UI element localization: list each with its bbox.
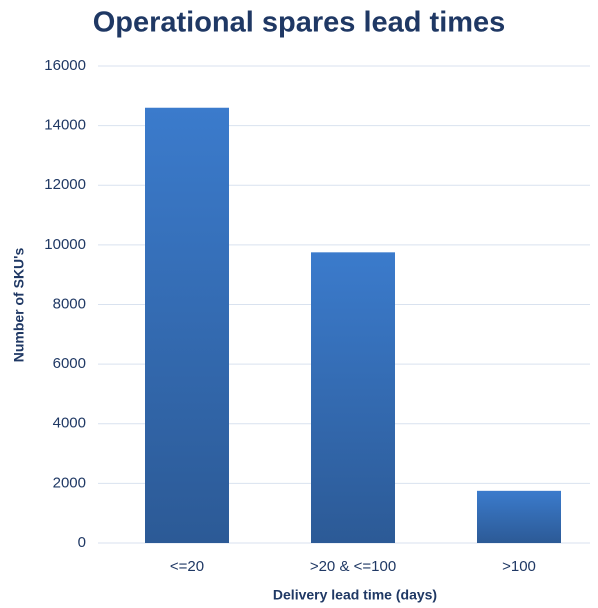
chart-title: Operational spares lead times xyxy=(93,7,506,39)
y-axis-label: Number of SKU's xyxy=(11,248,27,363)
x-tick-label: >20 & <=100 xyxy=(310,558,396,575)
x-axis-label: Delivery lead time (days) xyxy=(273,587,437,603)
y-tick-label: 6000 xyxy=(53,355,86,372)
bar xyxy=(311,252,395,543)
y-tick-label: 8000 xyxy=(53,295,86,312)
y-tick-label: 12000 xyxy=(44,176,86,193)
bar xyxy=(145,107,229,544)
y-tick-label: 2000 xyxy=(53,474,86,491)
bar xyxy=(477,490,561,543)
y-tick-label: 10000 xyxy=(44,236,86,253)
y-tick-label: 16000 xyxy=(44,57,86,74)
y-tick-label: 0 xyxy=(78,534,86,551)
y-tick-label: 4000 xyxy=(53,415,86,432)
x-tick-label: >100 xyxy=(502,558,536,575)
y-tick-label: 14000 xyxy=(44,117,86,134)
x-tick-label: <=20 xyxy=(170,558,204,575)
